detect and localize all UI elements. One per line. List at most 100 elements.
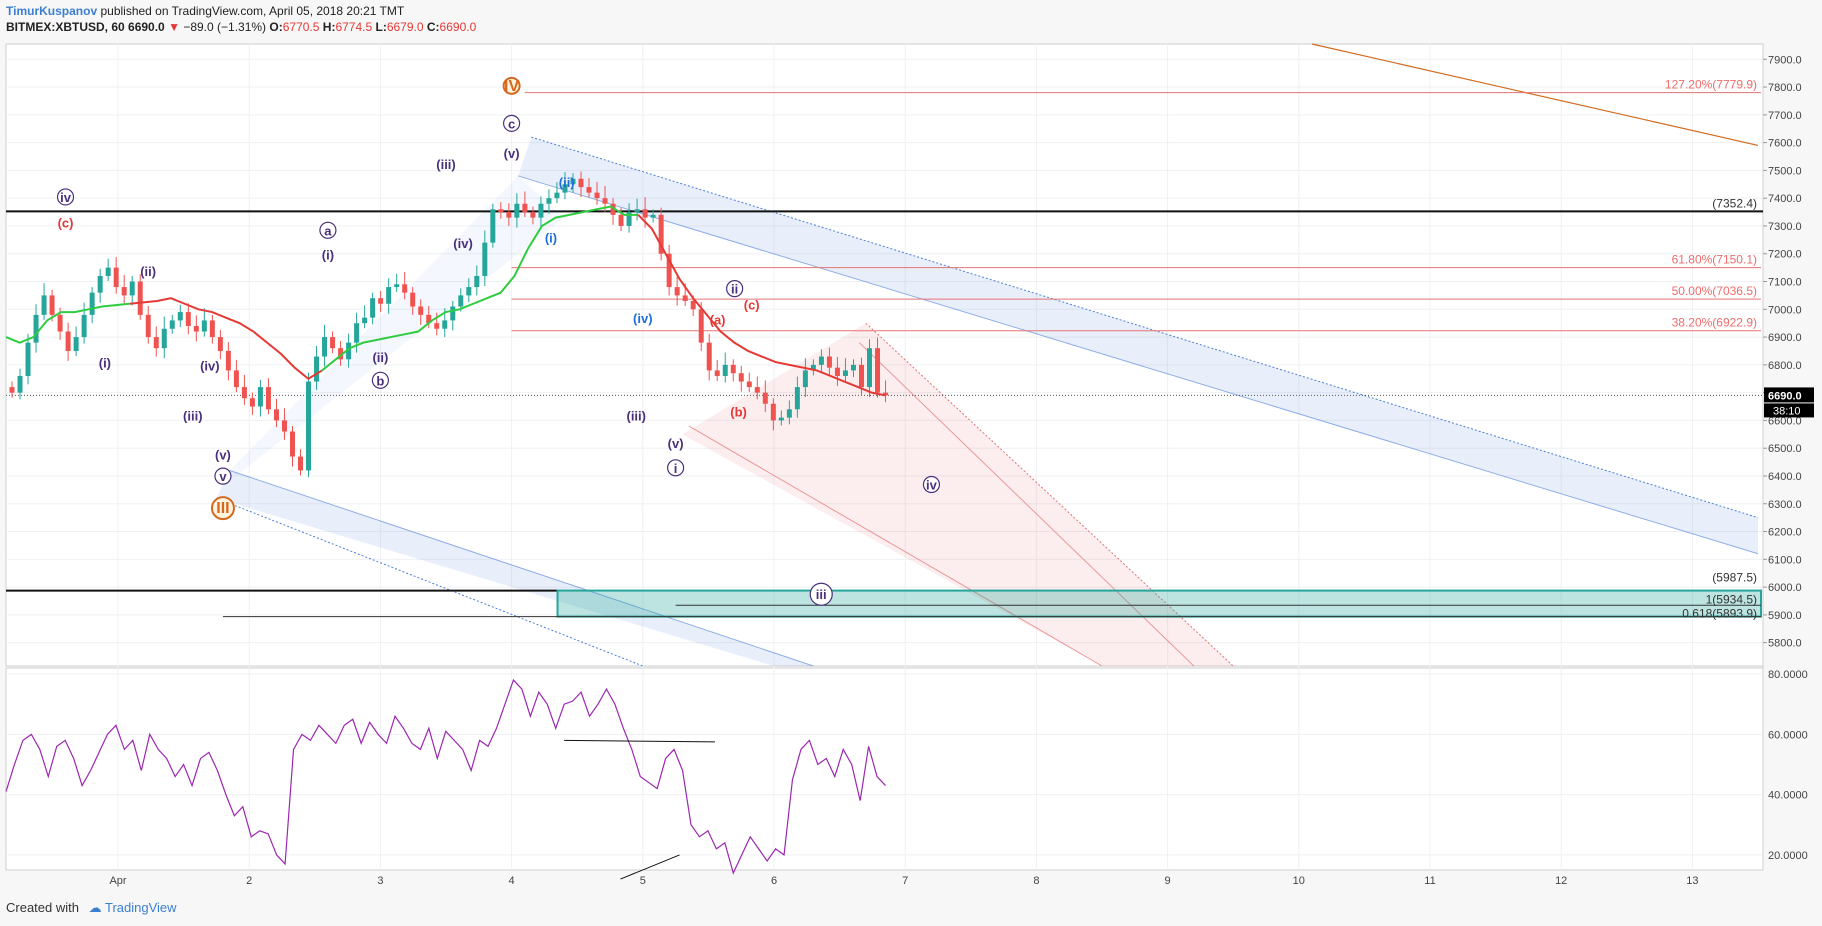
candle-body: [241, 387, 247, 399]
wave-label[interactable]: c: [508, 116, 515, 131]
ema-line-green: [321, 205, 639, 372]
rsi-tick-label: 20.0000: [1768, 850, 1808, 862]
fib-level-label: 50.00%(7036.5): [1672, 284, 1757, 298]
price-axis[interactable]: 7900.0 7800.0 7700.0 7600.0 7500.0 7400.0 7300…: [1763, 54, 1814, 650]
candle-body: [570, 178, 576, 185]
fib-level-label: 127.20%(7779.9): [1665, 78, 1757, 92]
candle-body: [498, 209, 504, 213]
candle-body: [153, 337, 159, 349]
wave-label[interactable]: IV: [504, 78, 519, 95]
down-arrow-icon: ▼: [168, 20, 180, 34]
wave-label[interactable]: (v): [215, 447, 231, 462]
candle-body: [530, 212, 536, 218]
blue-channel-upper-bottom[interactable]: [518, 175, 1759, 555]
wave-label[interactable]: III: [216, 500, 229, 517]
red-channel-fill[interactable]: [682, 323, 1234, 666]
drawing-tools[interactable]: 127.20%(7779.9) 61.80%(7150.1) 50.00%(7036…: [6, 43, 1763, 667]
wave-label[interactable]: (c): [58, 215, 74, 230]
wave-label[interactable]: (i): [545, 231, 557, 246]
wave-label[interactable]: b: [376, 373, 384, 388]
candle-body: [738, 373, 744, 382]
last-price: 6690.0: [128, 20, 165, 34]
wave-label[interactable]: iv: [60, 190, 72, 205]
candle-body: [217, 337, 223, 351]
wave-label[interactable]: i: [674, 461, 678, 476]
candle-body: [562, 184, 568, 193]
candle-body: [201, 320, 207, 332]
wave-label[interactable]: (iv): [200, 358, 220, 373]
rsi-divergence-bottom[interactable]: [620, 854, 680, 880]
wave-label[interactable]: iii: [816, 587, 827, 602]
candle-body: [410, 292, 416, 307]
candle-body: [714, 370, 720, 376]
wave-label[interactable]: (v): [504, 146, 520, 161]
wave-label-ring: [502, 76, 521, 95]
orange-trendline[interactable]: [1311, 43, 1759, 146]
wave-label[interactable]: (ii): [559, 175, 575, 190]
wave-label-ring: [726, 280, 744, 298]
blue-channel-lower-top[interactable]: [229, 469, 814, 667]
wave-label[interactable]: (iii): [626, 408, 646, 423]
candle-body: [666, 253, 672, 288]
candle-body: [233, 370, 239, 388]
candle-body: [778, 417, 784, 421]
red-channel-bottom[interactable]: [688, 425, 1103, 667]
wave-label-ring: [371, 371, 389, 389]
wave-label[interactable]: ii: [731, 282, 738, 297]
candle-body: [474, 275, 480, 288]
candle-body: [129, 281, 135, 296]
candle-body: [17, 375, 23, 393]
candle-body: [57, 314, 63, 332]
rsi-pane[interactable]: [5, 667, 1764, 871]
target-zone-rect[interactable]: [556, 589, 1762, 618]
candle-body: [522, 203, 528, 213]
wave-label[interactable]: (iv): [633, 311, 653, 326]
wave-label[interactable]: (iii): [183, 408, 203, 423]
price-tick-label: 7500.0: [1768, 165, 1802, 177]
published-text: published on TradingView.com, April 05, …: [100, 4, 405, 18]
candlestick-series: [9, 171, 889, 478]
wave-label-ring: [319, 221, 337, 239]
wave-label[interactable]: iv: [926, 477, 938, 492]
blue-channel-upper-fill[interactable]: [518, 137, 1759, 554]
price-tick-label: 6800.0: [1768, 360, 1802, 372]
candle-body: [634, 209, 640, 213]
candle-body: [434, 323, 440, 329]
wave-label[interactable]: (b): [730, 404, 747, 419]
candle-body: [257, 387, 263, 407]
time-tick-label: Apr: [109, 875, 126, 887]
wave-label[interactable]: a: [324, 223, 332, 238]
tradingview-brand[interactable]: TradingView: [105, 900, 177, 915]
wave-label[interactable]: (v): [668, 436, 684, 451]
wave-label[interactable]: (iii): [436, 157, 456, 172]
tradingview-logo-link[interactable]: ☁ TradingView: [88, 900, 177, 915]
red-channel-mid[interactable]: [858, 342, 1195, 667]
time-axis[interactable]: Apr 2 3 4 5 6 7 8 9 10 11 12 13: [109, 875, 1698, 887]
candle-body: [25, 342, 31, 376]
wave-label[interactable]: (ii): [372, 350, 388, 365]
wave-label[interactable]: (i): [99, 356, 111, 371]
candle-body: [314, 356, 320, 382]
blue-channel-lower-bottom[interactable]: [216, 497, 643, 667]
candle-body: [594, 192, 600, 199]
wave-label[interactable]: (iv): [453, 236, 473, 251]
price-pane[interactable]: [5, 43, 1764, 667]
countdown-badge: [1764, 403, 1814, 418]
wave-label[interactable]: (ii): [140, 264, 156, 279]
wave-label[interactable]: (i): [322, 247, 334, 262]
candle-body: [322, 337, 328, 357]
candle-body: [826, 356, 832, 368]
candle-body: [722, 364, 728, 376]
symbol-label[interactable]: BITMEX:XBTUSD, 60: [6, 20, 125, 34]
blue-wedge-fill[interactable]: [229, 175, 565, 476]
wave-labels[interactable]: IVc(v)(iii)(ii)(iv) (i)iv(c)(ii)(i)a(i)(i…: [56, 76, 941, 606]
candle-body: [762, 392, 768, 404]
wave-label[interactable]: (c): [744, 297, 760, 312]
candle-body: [810, 364, 816, 371]
price-tick-label: 6300.0: [1768, 499, 1802, 511]
rsi-divergence-top[interactable]: [564, 739, 715, 743]
wave-label[interactable]: v: [219, 469, 227, 484]
author-link[interactable]: TimurKuspanov: [6, 4, 98, 18]
wave-label[interactable]: (a): [710, 313, 726, 328]
